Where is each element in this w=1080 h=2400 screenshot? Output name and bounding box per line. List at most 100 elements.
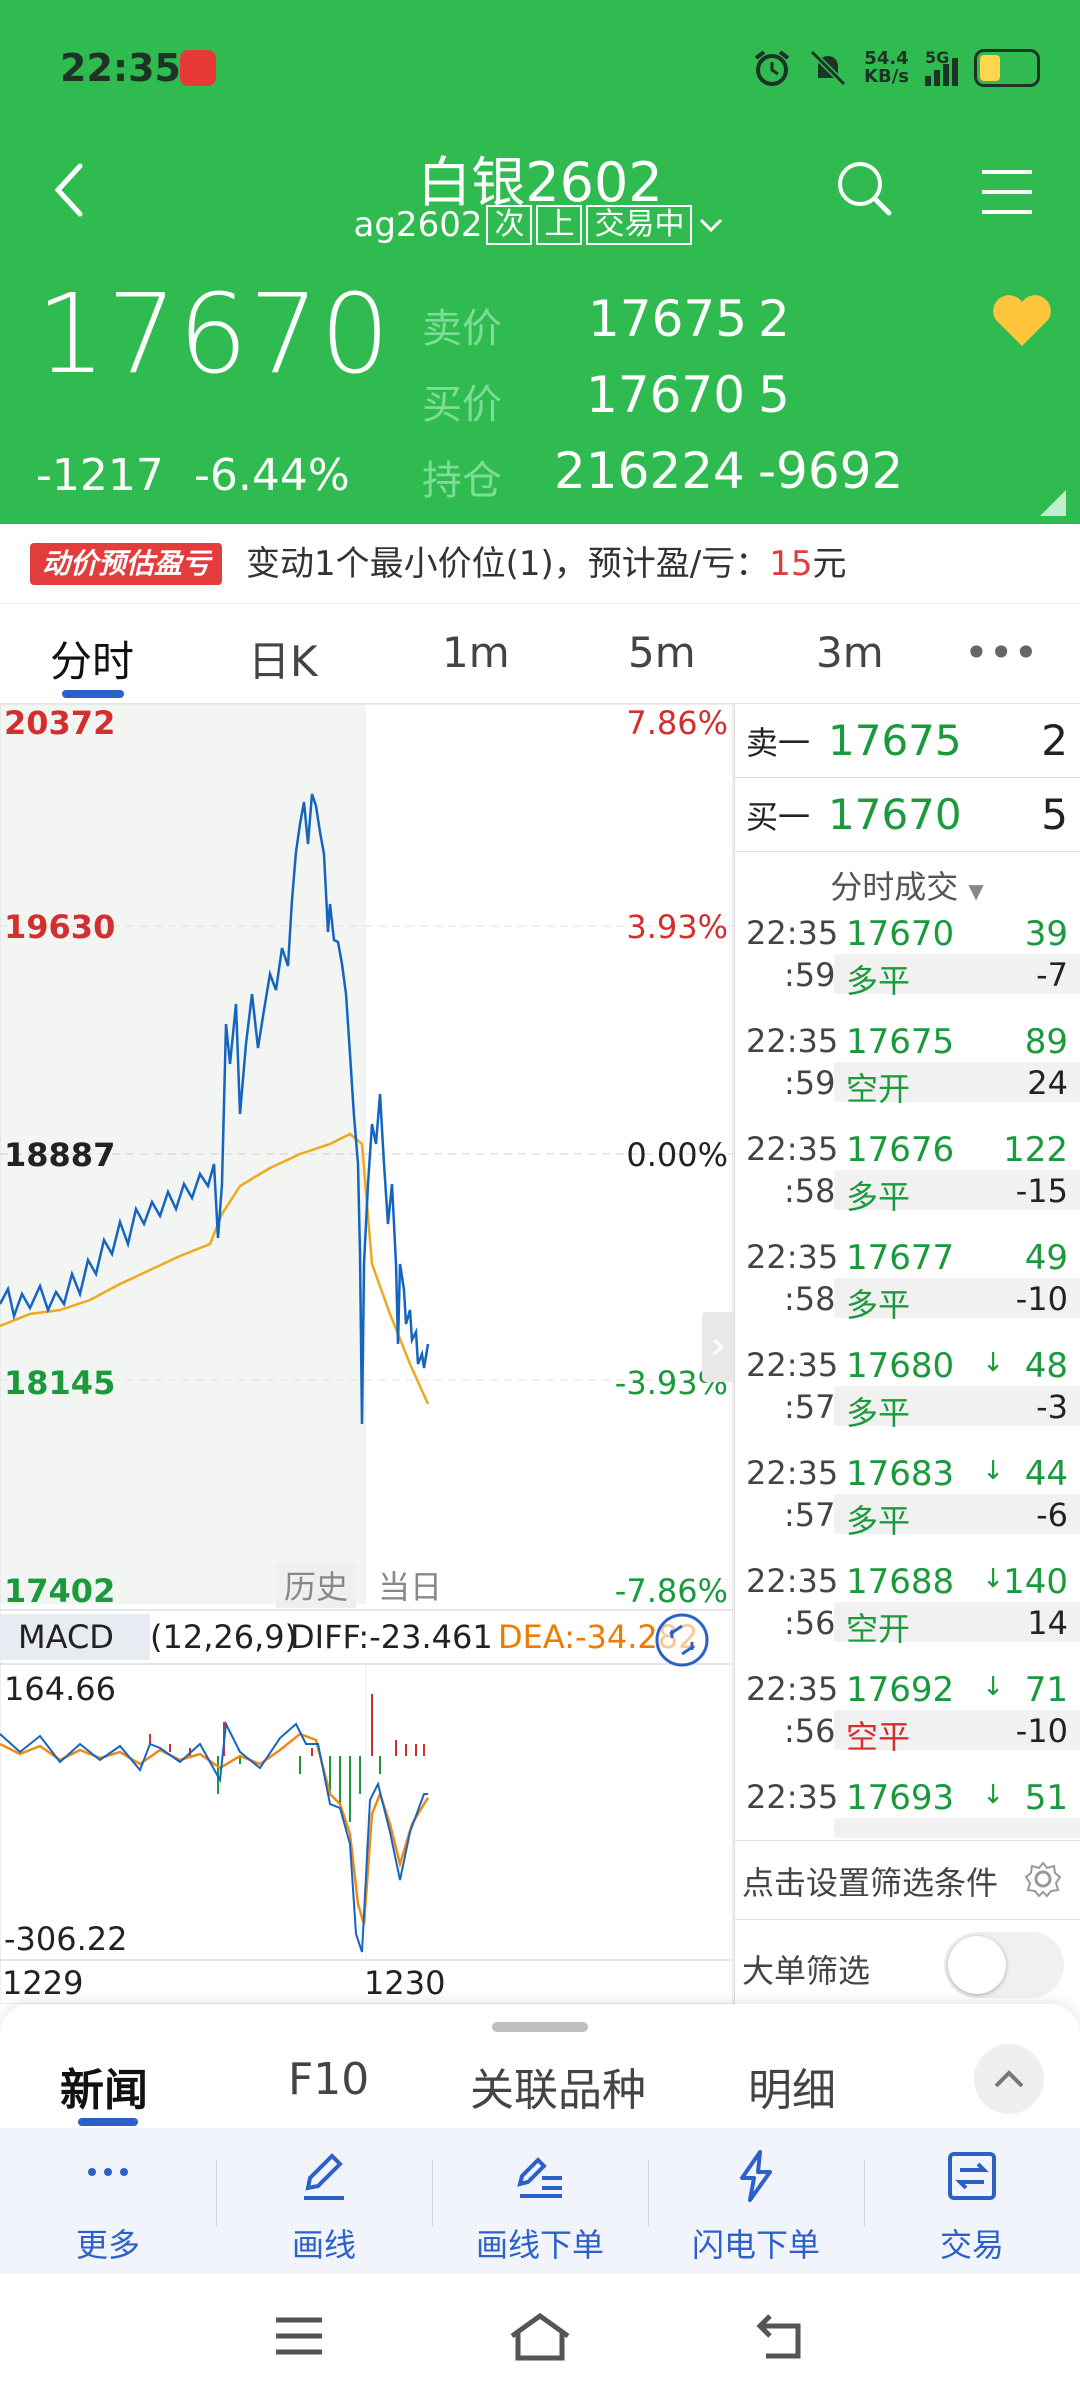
trade-price: 17692	[846, 1670, 955, 1710]
recents-icon[interactable]	[274, 2316, 324, 2356]
tab-detail[interactable]: 明细	[748, 2065, 836, 2116]
chart-svg	[0, 704, 734, 2004]
trade-row-bg	[834, 1386, 1080, 1426]
open-interest-label: 持仓	[422, 458, 502, 504]
panel-collapse-handle[interactable]	[702, 1312, 734, 1382]
tab-daily-k[interactable]: 日K	[248, 637, 318, 686]
sheet-drag-handle[interactable]	[492, 2022, 588, 2032]
trade-time: 22:35	[746, 1562, 839, 1600]
trade-price: 17693	[846, 1778, 955, 1818]
chevron-up-icon	[994, 2070, 1024, 2088]
back-nav-icon[interactable]	[756, 2312, 806, 2360]
tab-3m[interactable]: 3m	[816, 628, 884, 677]
trade-type: 空平	[846, 1718, 911, 1756]
trade-volume: 71	[1024, 1670, 1068, 1710]
tab-5m[interactable]: 5m	[628, 628, 696, 677]
trade-row-bg	[834, 954, 1080, 994]
gear-icon[interactable]	[1024, 1860, 1062, 1898]
today-toggle[interactable]: 当日	[378, 1568, 443, 1606]
tag-next: 次	[486, 205, 533, 245]
macd-selector[interactable]	[0, 1614, 150, 1660]
favorite-heart-icon[interactable]	[990, 292, 1054, 348]
pencil-icon	[304, 2153, 344, 2200]
tab-f10[interactable]: F10	[288, 2054, 370, 2105]
y-left-min: 17402	[4, 1572, 116, 1610]
tab-news[interactable]: 新闻	[60, 2065, 148, 2116]
y-right-upper: 3.93%	[626, 908, 728, 946]
toolbar-divider	[648, 2160, 649, 2226]
contract-subtitle[interactable]: ag2602 次 上 交易中	[0, 205, 1080, 245]
macd-params: (12,26,9)	[150, 1618, 298, 1656]
sell-volume: 2	[758, 290, 790, 348]
trade-oi-change: 24	[1027, 1064, 1068, 1102]
profit-estimate-text: 变动1个最小价位(1)，预计盈/亏：15元	[246, 544, 847, 584]
trade-price: 17670	[846, 914, 955, 954]
macd-diff-value: DIFF:-23.461	[290, 1618, 493, 1656]
trade-type: 空开	[846, 1070, 911, 1108]
y-left-lower: 18145	[4, 1364, 116, 1402]
filter-settings-label[interactable]: 点击设置筛选条件	[742, 1864, 999, 1902]
search-icon[interactable]	[834, 158, 894, 218]
tag-trading: 交易中	[586, 205, 693, 245]
trade-time: 22:35	[746, 1022, 839, 1060]
trade-price: 17680	[846, 1346, 955, 1386]
trade-time: 22:35	[746, 1670, 839, 1708]
trade-row-bg	[834, 1062, 1080, 1102]
down-arrow-icon: ↓	[982, 1564, 1004, 1594]
flash-order-button[interactable]: 闪电下单	[648, 2128, 864, 2274]
tab-more[interactable]: •••	[964, 628, 1039, 677]
trade-row-bg	[834, 1494, 1080, 1534]
tab-intraday[interactable]: 分时	[50, 637, 135, 686]
trade-type: 多平	[846, 962, 911, 1000]
trade-second: :59	[784, 1064, 836, 1102]
draw-order-icon	[517, 2157, 562, 2198]
trade-oi-change: -7	[1036, 956, 1068, 994]
order-book-sell1: 卖一 17675 2	[734, 704, 1080, 778]
trade-time: 22:35	[746, 914, 839, 952]
action-toolbar	[0, 2128, 1080, 2274]
trade-second: :57	[784, 1388, 836, 1426]
trade-type: 多平	[846, 1178, 911, 1216]
expand-corner-icon[interactable]	[1040, 490, 1066, 516]
collapse-sheet-button[interactable]	[974, 2044, 1044, 2114]
down-arrow-icon: ↓	[982, 1348, 1004, 1378]
trades-header[interactable]: 分时成交 ▼	[830, 868, 984, 906]
chevron-down-icon	[700, 218, 723, 233]
average-price-line	[0, 1132, 430, 1405]
tag-exchange: 上	[536, 205, 583, 245]
more-icon	[88, 2168, 128, 2176]
open-interest: 216224	[554, 442, 745, 500]
switch-indicator-icon[interactable]	[654, 1612, 710, 1668]
home-icon[interactable]	[508, 2312, 572, 2362]
trade-price: 17677	[846, 1238, 955, 1278]
trade-time: 22:35	[746, 1238, 839, 1276]
trade-volume: 49	[1024, 1238, 1068, 1278]
trade-oi-change: -3	[1036, 1388, 1068, 1426]
chevron-right-icon	[713, 1338, 725, 1356]
back-icon[interactable]	[50, 160, 90, 220]
big-order-toggle[interactable]	[944, 1932, 1064, 1998]
trade-row: 22:35:58 17676 122 多平 -15	[734, 1130, 1080, 1238]
tab-1m[interactable]: 1m	[442, 628, 510, 677]
tab-related[interactable]: 关联品种	[470, 2065, 646, 2116]
intraday-chart[interactable]: 20372 19630 18887 18145 17402 7.86% 3.93…	[0, 704, 734, 2004]
trade-second: :59	[784, 956, 836, 994]
filter-row[interactable]	[734, 1840, 1080, 1920]
history-toggle[interactable]: 历史	[276, 1562, 357, 1608]
trade-type: 空开	[846, 1610, 911, 1648]
trade-second: :56	[784, 1604, 836, 1642]
trade-volume: 39	[1024, 914, 1068, 954]
trade-button[interactable]: 交易	[864, 2128, 1080, 2274]
trade-row: 22:35 17693 ↓ 51	[734, 1778, 1080, 1838]
contract-title: 白银2602	[417, 151, 663, 214]
draw-order-button[interactable]: 画线下单	[432, 2128, 648, 2274]
menu-icon[interactable]	[980, 168, 1034, 216]
more-button[interactable]: 更多	[0, 2128, 216, 2274]
contract-code: ag2602	[353, 205, 483, 245]
trade-time: 22:35	[746, 1130, 839, 1168]
trade-oi-change: -10	[1015, 1712, 1068, 1750]
buy-volume: 5	[758, 366, 790, 424]
lightning-icon	[740, 2150, 772, 2202]
draw-line-button[interactable]: 画线	[216, 2128, 432, 2274]
trade-type: 多平	[846, 1286, 911, 1324]
